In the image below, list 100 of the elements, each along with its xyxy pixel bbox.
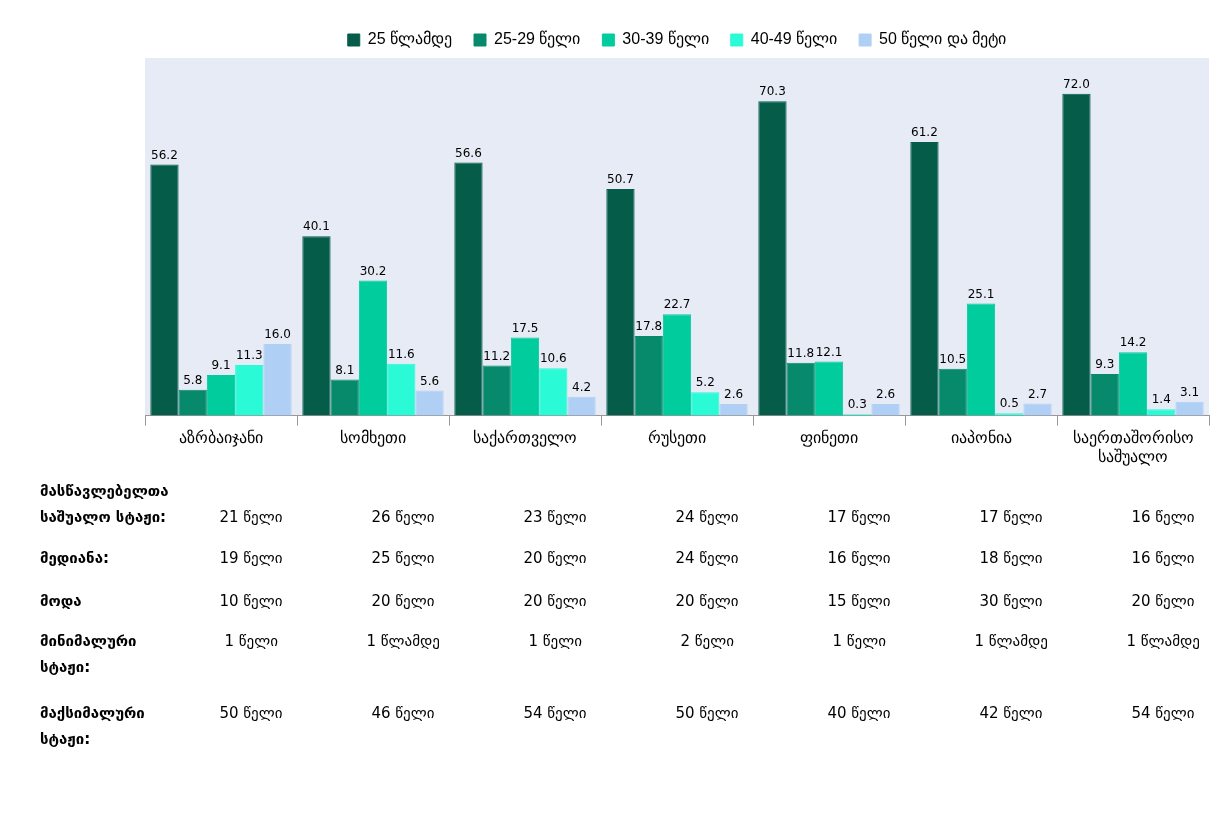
bar [634, 336, 663, 416]
bar [1118, 352, 1148, 416]
bar [454, 162, 483, 416]
bar [871, 403, 900, 416]
text: 19 წელი [219, 549, 283, 567]
bar [1175, 401, 1204, 416]
text: 20 წელი [523, 592, 587, 610]
bar [235, 365, 264, 416]
x-tick-label: საქართველო [473, 428, 577, 447]
legend-label: 25-29 წელი [494, 30, 581, 49]
legend-label: 30-39 წელი [622, 30, 709, 49]
data-label: 5.6 [420, 373, 440, 388]
data-label: 70.3 [759, 84, 786, 99]
bar [691, 392, 720, 416]
data-label: 0.3 [847, 397, 867, 412]
bar [606, 188, 635, 416]
text: 15 წელი [827, 592, 891, 610]
text: 20 წელი [371, 592, 435, 610]
text: 21 წელი [219, 508, 283, 526]
data-label: 50.7 [607, 172, 634, 187]
bar [662, 314, 692, 416]
bar [1062, 93, 1091, 416]
text: 54 წელი [523, 704, 587, 722]
data-label: 5.8 [183, 372, 203, 387]
bar [330, 379, 359, 416]
data-label: 2.6 [876, 387, 896, 402]
data-label: 30.2 [359, 263, 387, 278]
text: 46 წელი [371, 704, 435, 722]
x-tick-label: ფინეთი [800, 428, 858, 447]
x-tick-label: აზრბაიჯანი [179, 428, 263, 447]
bar [966, 303, 996, 416]
text: 1 წელი [224, 632, 278, 650]
data-label: 4.2 [572, 379, 592, 394]
text: მასწავლებელთა საშუალო სტაჟი: [40, 481, 169, 528]
bar [719, 403, 748, 416]
text: 30 წელი [979, 592, 1043, 610]
legend-label: 25 წლამდე [367, 30, 453, 49]
data-label: 2.7 [1028, 386, 1048, 401]
bar [938, 368, 967, 416]
data-label: 3.1 [1180, 384, 1200, 399]
text: 16 წელი [1131, 549, 1195, 567]
text: 16 წელი [827, 549, 891, 567]
bar [206, 374, 236, 416]
text: 54 წელი [1131, 704, 1195, 722]
text: 18 წელი [979, 549, 1043, 567]
bar [150, 164, 179, 416]
bar [539, 368, 568, 416]
data-label: 5.2 [695, 375, 715, 390]
text: 10 წელი [219, 592, 283, 610]
text: 23 წელი [523, 508, 587, 526]
bar [358, 280, 388, 416]
bar [567, 396, 596, 416]
x-tick-label: საერთაშორისო საშუალო [1072, 428, 1194, 466]
text: 26 წელი [371, 508, 435, 526]
text: 17 წელი [979, 508, 1043, 526]
data-label: 10.6 [539, 351, 567, 366]
text: 20 წელი [1131, 592, 1195, 610]
x-tick-label: იაპონია [950, 428, 1012, 446]
text: 1 წლამდე [974, 632, 1048, 650]
bar [178, 389, 207, 416]
bar [387, 363, 416, 416]
text: 25 წელი [371, 549, 435, 567]
data-label: 12.1 [815, 344, 843, 359]
data-label: 17.5 [511, 320, 539, 335]
data-label: 72.0 [1063, 76, 1090, 91]
bar [482, 365, 511, 416]
data-label: 22.7 [663, 297, 691, 312]
text: 2 წელი [680, 632, 734, 650]
text: 24 წელი [675, 508, 739, 526]
text: 20 წელი [523, 549, 587, 567]
bar [910, 142, 939, 416]
text: მინიმალური სტაჟი: [40, 631, 137, 678]
data-label: 16.0 [264, 327, 291, 342]
bar [814, 361, 844, 416]
text: 50 წელი [219, 704, 283, 722]
data-label: 56.2 [151, 147, 178, 162]
data-label: 9.1 [211, 358, 231, 373]
text: მაქსიმალური სტაჟი: [40, 703, 145, 750]
text: მედიანა: [40, 548, 109, 569]
data-label: 14.2 [1119, 335, 1147, 350]
data-label: 17.8 [635, 319, 663, 334]
text: 1 წლამდე [366, 632, 440, 650]
data-label: 56.6 [455, 145, 482, 160]
data-label: 11.6 [387, 346, 415, 361]
legend-label: 40-49 წელი [750, 30, 838, 49]
data-label: 10.5 [939, 351, 967, 366]
data-label: 11.3 [235, 348, 263, 363]
bar [1147, 409, 1176, 416]
legend-label: 50 წელი და მეტი [879, 30, 1007, 49]
data-label: 1.4 [1151, 392, 1171, 407]
x-tick-label: სომხეთი [340, 428, 406, 447]
data-label: 25.1 [967, 286, 995, 301]
text: 1 წელი [832, 632, 886, 650]
data-label: 9.3 [1095, 357, 1115, 372]
bar [263, 344, 292, 416]
text: 20 წელი [675, 592, 739, 610]
data-label: 11.2 [483, 348, 511, 363]
text: 16 წელი [1131, 508, 1195, 526]
data-label: 2.6 [724, 387, 744, 402]
bar [302, 236, 331, 416]
